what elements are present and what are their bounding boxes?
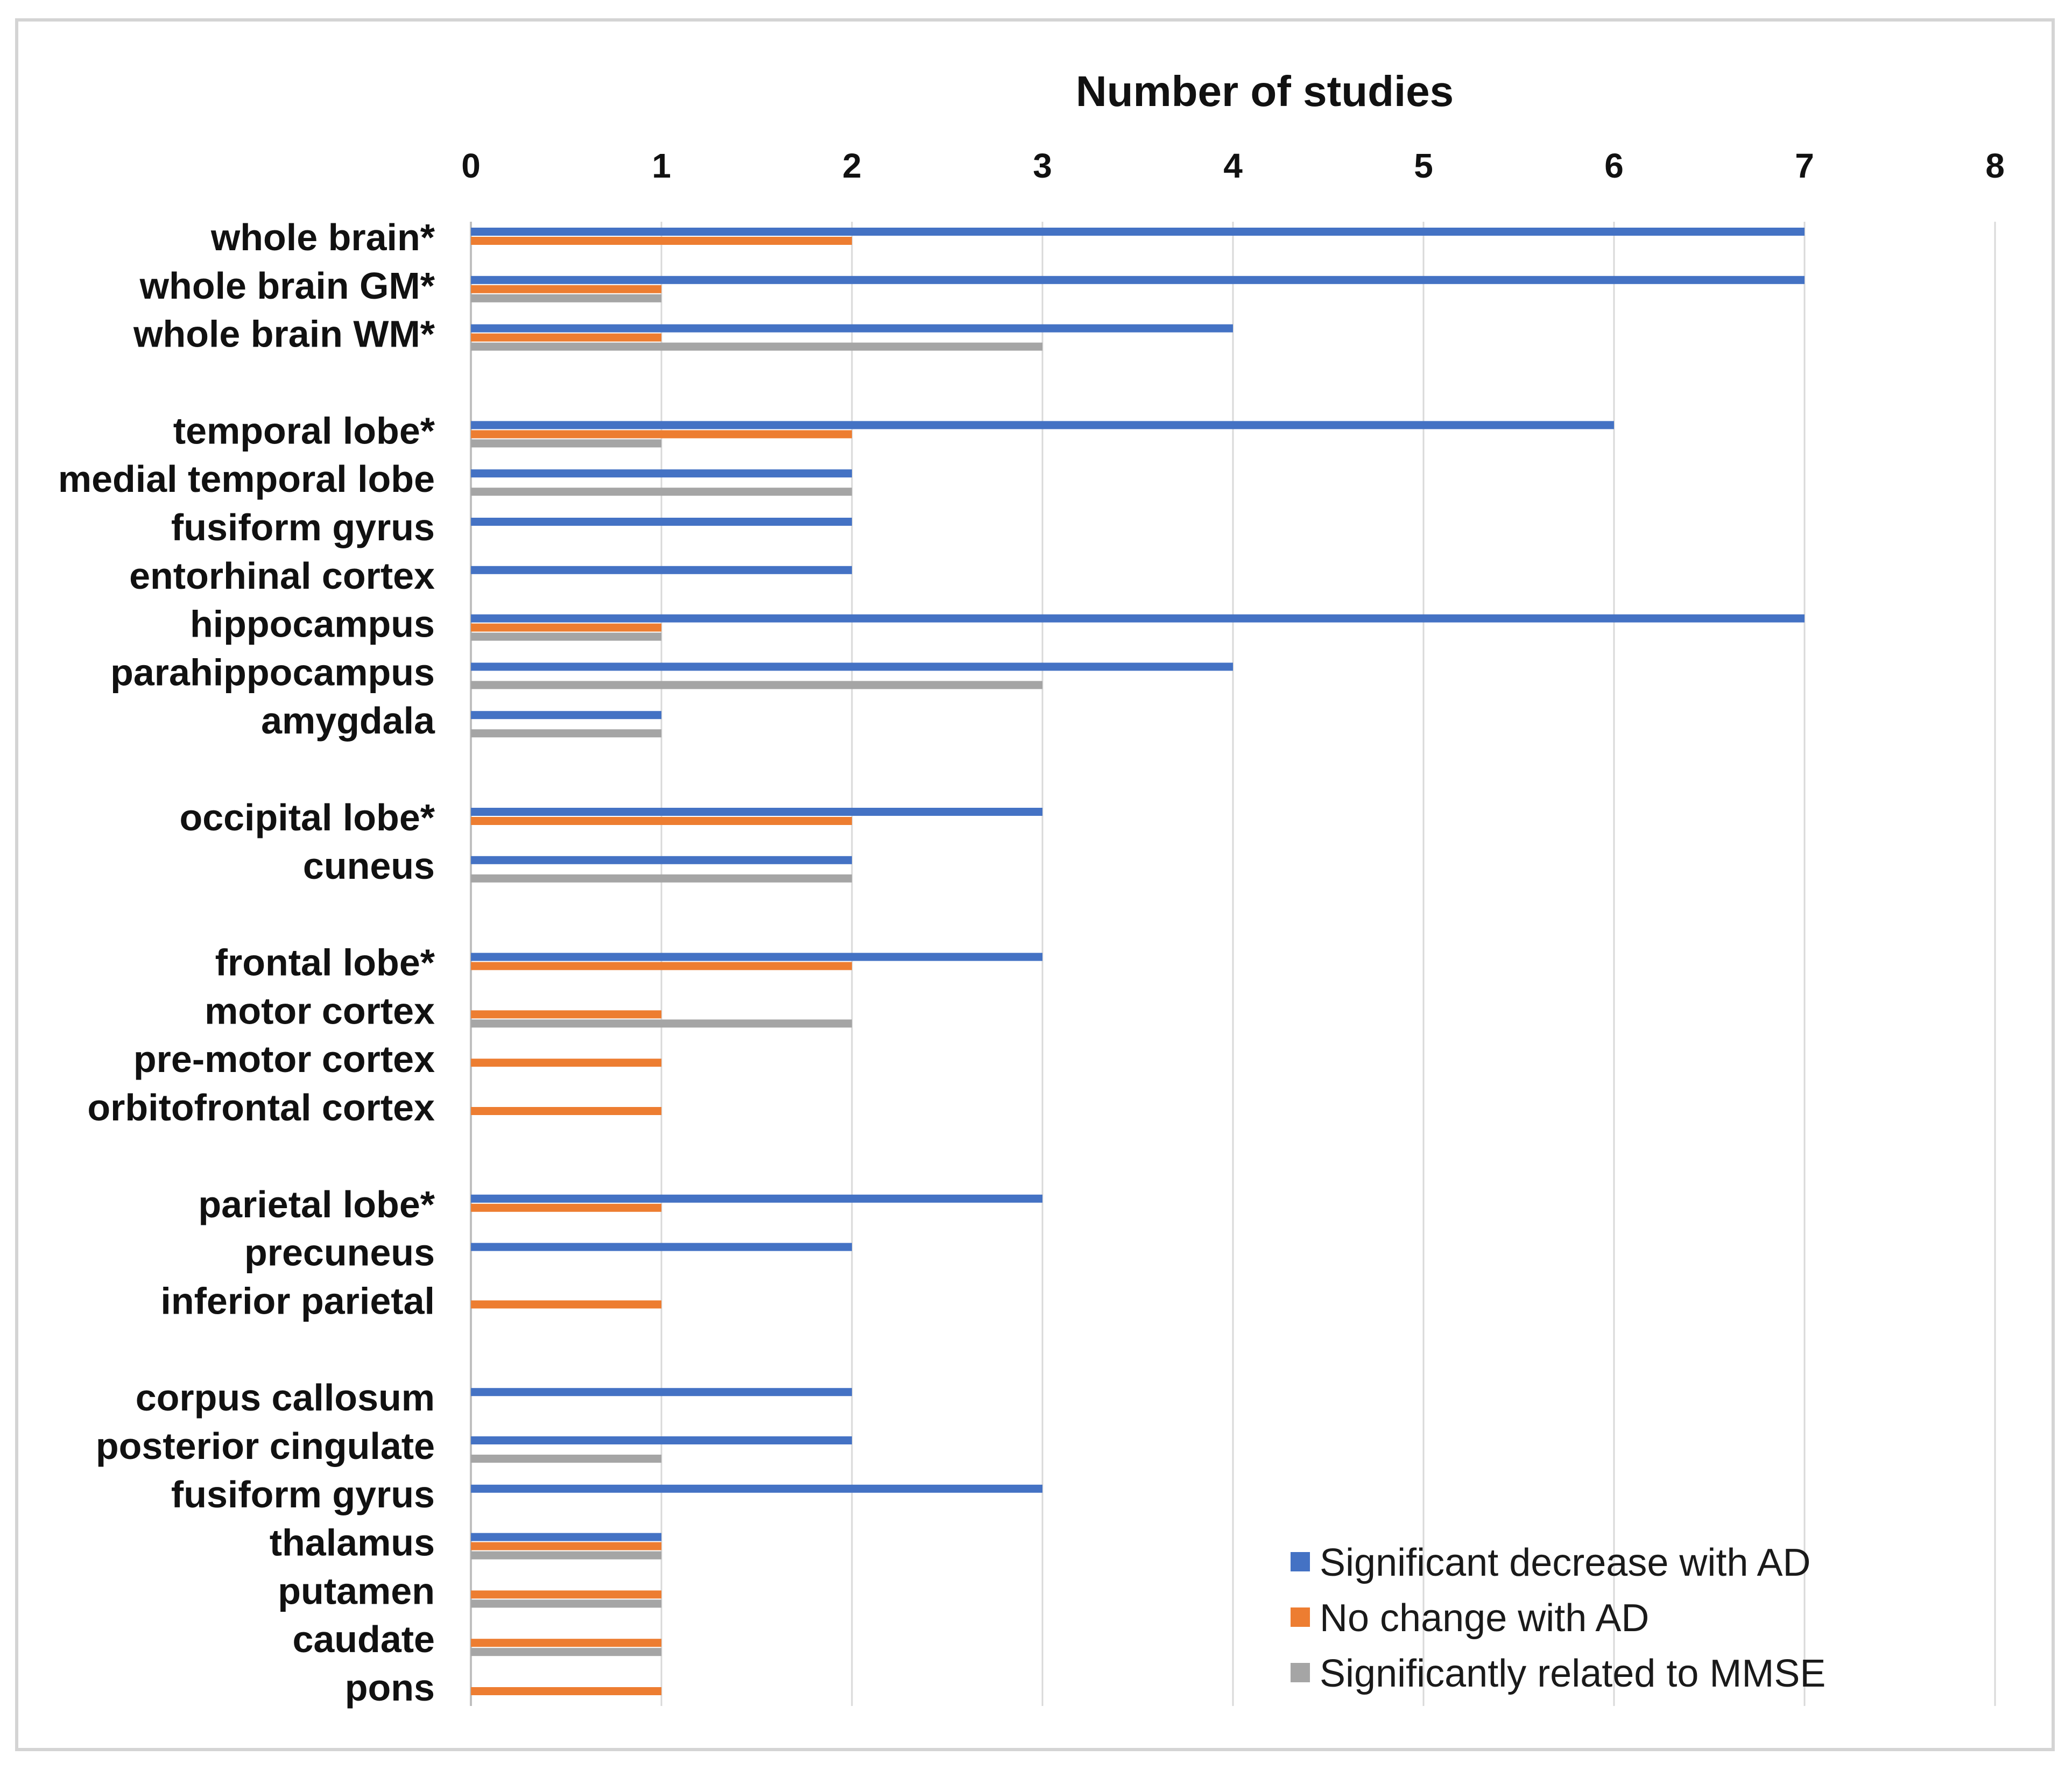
bar-no-change [471, 285, 661, 293]
x-tick-label: 3 [1033, 146, 1052, 185]
bar-mmse [471, 1599, 661, 1608]
legend-label: No change with AD [1320, 1597, 1649, 1640]
bar-no-change [471, 817, 852, 825]
bar-no-change [471, 962, 852, 970]
category-label: posterior cingulate [96, 1425, 435, 1467]
category-label: cuneus [303, 845, 435, 887]
category-label: whole brain WM* [133, 313, 435, 355]
x-tick-label: 0 [461, 146, 481, 185]
category-label: parietal lobe* [198, 1183, 435, 1225]
legend-label: Significantly related to MMSE [1320, 1652, 1826, 1695]
category-label: temporal lobe* [173, 410, 435, 452]
bar-mmse [471, 439, 661, 448]
category-label: inferior parietal [160, 1280, 435, 1322]
category-labels: whole brain* whole brain GM* whole brain W… [58, 216, 435, 1709]
legend-swatch [1291, 1607, 1310, 1627]
category-label: fusiform gyrus [171, 1473, 435, 1515]
bar-no-change [471, 237, 852, 245]
x-tick-label: 8 [1985, 146, 2005, 185]
bar-mmse [471, 294, 661, 302]
category-label: putamen [278, 1570, 435, 1612]
x-axis-title: Number of studies [1076, 67, 1454, 115]
bar-mmse [471, 1019, 852, 1028]
category-label: hippocampus [190, 603, 435, 645]
bar-decrease [471, 614, 1805, 623]
category-label: corpus callosum [136, 1377, 435, 1419]
bar-decrease [471, 469, 852, 478]
category-label: whole brain* [210, 216, 435, 258]
category-label: entorhinal cortex [129, 555, 435, 597]
bar-decrease [471, 324, 1233, 333]
category-label: pons [345, 1667, 435, 1709]
legend: Significant decrease with AD No change wi… [1291, 1541, 1826, 1695]
bar-mmse [471, 632, 661, 641]
category-label: occipital lobe* [179, 796, 435, 838]
category-label: orbitofrontal cortex [87, 1087, 435, 1129]
category-label: caudate [292, 1618, 435, 1660]
x-tick-label: 4 [1223, 146, 1243, 185]
bar-no-change [471, 1107, 661, 1115]
category-label: parahippocampus [110, 651, 435, 693]
x-tick-label: 5 [1414, 146, 1433, 185]
category-label: frontal lobe* [215, 942, 435, 984]
bar-decrease [471, 662, 1233, 671]
category-label: motor cortex [205, 990, 435, 1032]
bar-mmse [471, 342, 1042, 351]
bar-decrease [471, 276, 1805, 284]
category-label: precuneus [244, 1232, 435, 1274]
bar-no-change [471, 1542, 661, 1550]
bar-no-change [471, 1203, 661, 1212]
x-tick-label: 7 [1795, 146, 1814, 185]
bar-no-change [471, 1300, 661, 1309]
bar-no-change [471, 333, 661, 342]
bars [471, 228, 1805, 1695]
bar-decrease [471, 953, 1042, 961]
bar-decrease [471, 1484, 1042, 1493]
chart-frame [15, 18, 2055, 1751]
x-axis-ticks: 0 1 2 3 4 5 6 7 8 [461, 146, 2005, 185]
bar-decrease [471, 421, 1614, 429]
category-label: whole brain GM* [139, 265, 435, 307]
legend-swatch [1291, 1663, 1310, 1682]
category-label: pre-motor cortex [133, 1038, 435, 1080]
bar-decrease [471, 228, 1805, 236]
bar-no-change [471, 1639, 661, 1647]
bar-decrease [471, 808, 1042, 816]
category-label: fusiform gyrus [171, 506, 435, 548]
bar-no-change [471, 1590, 661, 1599]
bar-no-change [471, 430, 852, 439]
bar-mmse [471, 681, 1042, 689]
bar-decrease [471, 711, 661, 720]
bar-decrease [471, 566, 852, 574]
bar-decrease [471, 856, 852, 864]
x-tick-label: 6 [1604, 146, 1624, 185]
bar-mmse [471, 874, 852, 883]
bar-mmse [471, 1648, 661, 1656]
bar-no-change [471, 1687, 661, 1695]
category-label: amygdala [261, 700, 435, 742]
bar-decrease [471, 1533, 661, 1541]
bar-mmse [471, 488, 852, 496]
bar-no-change [471, 623, 661, 632]
category-label: medial temporal lobe [58, 458, 435, 500]
legend-label: Significant decrease with AD [1320, 1541, 1810, 1584]
bar-decrease [471, 1388, 852, 1397]
legend-swatch [1291, 1552, 1310, 1571]
bar-decrease [471, 1194, 1042, 1203]
bar-mmse [471, 1455, 661, 1463]
bar-decrease [471, 1436, 852, 1444]
bar-decrease [471, 1243, 852, 1251]
bar-mmse [471, 729, 661, 738]
category-label: thalamus [270, 1522, 435, 1564]
bar-no-change [471, 1059, 661, 1067]
x-tick-label: 2 [842, 146, 862, 185]
x-tick-label: 1 [652, 146, 671, 185]
bar-no-change [471, 1010, 661, 1019]
bar-decrease [471, 518, 852, 526]
bar-mmse [471, 1551, 661, 1560]
